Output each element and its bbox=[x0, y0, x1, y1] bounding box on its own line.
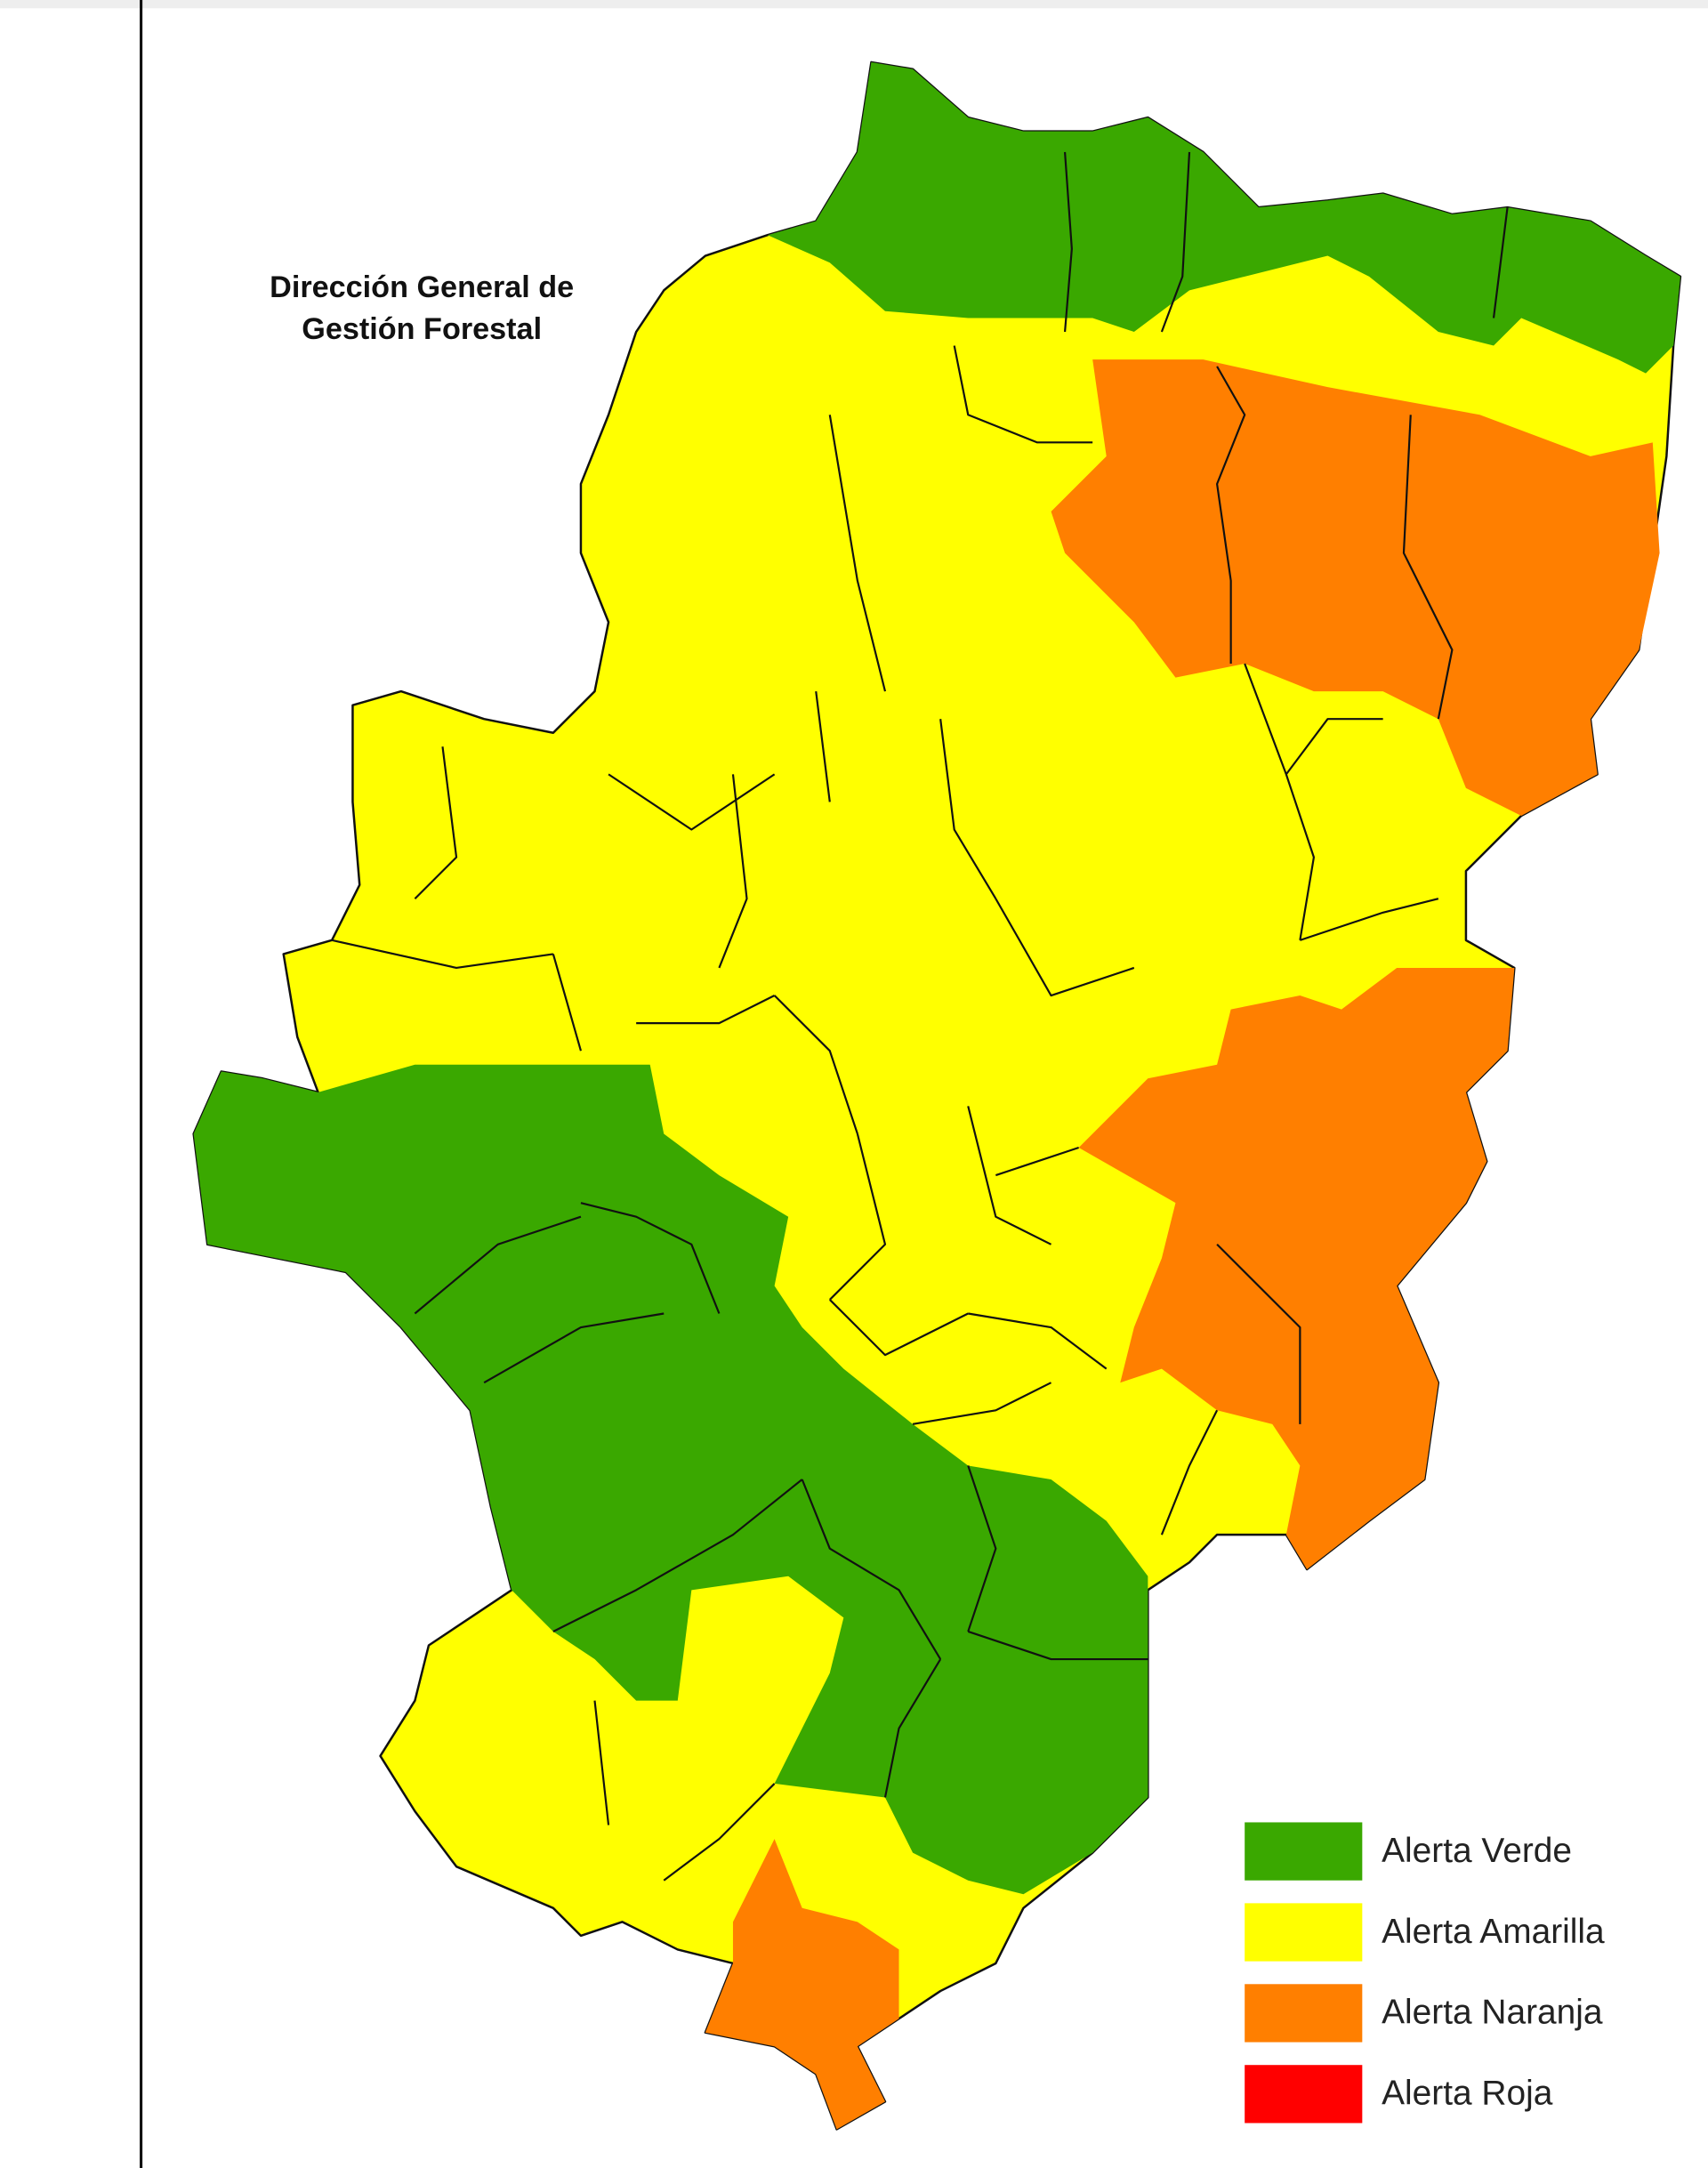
title-line: Gestión Forestal bbox=[302, 312, 542, 346]
legend-label: Alerta Verde bbox=[1382, 1832, 1572, 1870]
legend-swatch bbox=[1245, 1822, 1363, 1881]
region-south bbox=[705, 1839, 899, 2130]
region-northeast bbox=[1051, 359, 1660, 816]
legend-swatch bbox=[1245, 1984, 1363, 2043]
region-north bbox=[767, 61, 1680, 374]
title-line: Dirección General de bbox=[270, 270, 574, 304]
title-block: Dirección General de Gestión Forestal bbox=[270, 270, 574, 346]
legend-label: Alerta Naranja bbox=[1382, 1994, 1603, 2032]
legend-label: Alerta Roja bbox=[1382, 2075, 1553, 2113]
region-southwest bbox=[193, 1064, 1148, 1895]
top-band bbox=[0, 0, 1708, 9]
legend-label: Alerta Amarilla bbox=[1382, 1913, 1605, 1951]
legend-swatch bbox=[1245, 1903, 1363, 1962]
aragon-map bbox=[192, 60, 1682, 2131]
legend-swatch bbox=[1245, 2065, 1363, 2124]
region-east bbox=[1078, 967, 1515, 1570]
county-borders bbox=[331, 151, 1509, 1882]
legend: Alerta Verde Alerta Amarilla Alerta Naranj… bbox=[1245, 1822, 1605, 2124]
